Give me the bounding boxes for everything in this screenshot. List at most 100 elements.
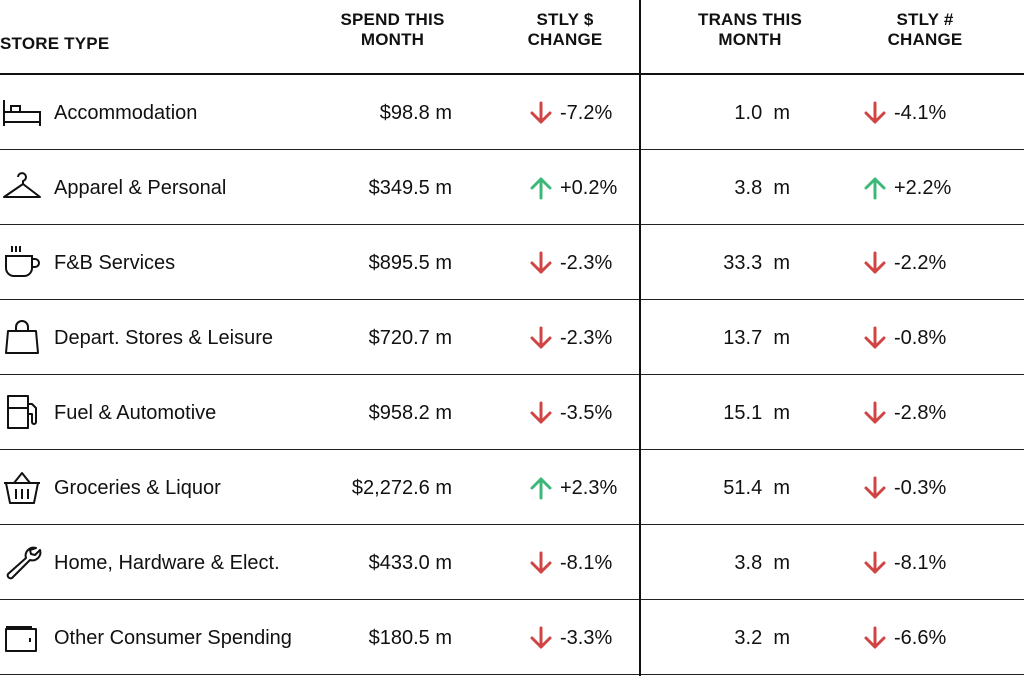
header-trans-this-month: TRANS THIS MONTH (698, 10, 802, 49)
bed-icon (2, 94, 42, 130)
wallet-icon (2, 619, 42, 655)
arrow-down-icon (862, 326, 894, 349)
arrow-down-icon (862, 101, 894, 124)
arrow-down-icon (528, 401, 560, 424)
stly-dollar-value: -7.2% (560, 102, 613, 124)
store-type-label: Fuel & Automotive (54, 402, 217, 424)
trans-value: 3.2 m (734, 627, 790, 649)
spend-value: $180.5 m (368, 627, 452, 649)
row-divider (0, 449, 1024, 450)
store-type-label: Depart. Stores & Leisure (54, 327, 273, 349)
stly-dollar-value: -3.5% (560, 402, 613, 424)
arrow-up-icon (528, 477, 560, 500)
arrow-down-icon (528, 551, 560, 574)
spend-value: $349.5 m (368, 177, 452, 199)
shopping-bag-icon (2, 319, 42, 355)
trans-value: 3.8 m (734, 552, 790, 574)
table-row: Home, Hardware & Elect. $433.0 m -8.1% 3.8 … (0, 525, 1024, 600)
stly-dollar-value: -8.1% (560, 552, 613, 574)
stly-count-change: -0.3% (862, 475, 946, 501)
arrow-up-icon (862, 177, 894, 200)
row-divider (0, 674, 1024, 675)
row-divider (0, 524, 1024, 525)
stly-count-value: -8.1% (894, 552, 947, 574)
stly-count-value: +2.2% (894, 177, 952, 199)
stly-dollar-change: -2.3% (528, 325, 612, 351)
trans-value: 3.8 m (734, 177, 790, 199)
stly-dollar-change: +0.2% (528, 175, 617, 201)
row-divider (0, 374, 1024, 375)
table-row: Accommodation $98.8 m -7.2% 1.0 m -4.1% (0, 75, 1024, 150)
stly-dollar-change: +2.3% (528, 475, 617, 501)
store-type-label: Accommodation (54, 102, 198, 124)
spend-value: $433.0 m (368, 552, 452, 574)
arrow-down-icon (528, 101, 560, 124)
stly-dollar-change: -3.5% (528, 400, 612, 426)
arrow-down-icon (862, 251, 894, 274)
spend-value: $958.2 m (368, 402, 452, 424)
stly-count-change: -2.2% (862, 250, 946, 276)
arrow-down-icon (862, 626, 894, 649)
stly-count-value: -0.8% (894, 327, 947, 349)
store-type-label: Groceries & Liquor (54, 477, 221, 499)
stly-dollar-value: -2.3% (560, 252, 613, 274)
stly-count-change: -6.6% (862, 625, 946, 651)
stly-dollar-change: -8.1% (528, 550, 612, 576)
arrow-up-icon (528, 177, 560, 200)
table-header: STORE TYPE SPEND THIS MONTH STLY $ CHANGE … (0, 0, 1024, 74)
arrow-down-icon (528, 326, 560, 349)
trans-value: 33.3 m (723, 252, 790, 274)
stly-dollar-value: -2.3% (560, 327, 613, 349)
arrow-down-icon (528, 251, 560, 274)
header-divider (0, 73, 1024, 75)
header-stly-count-change: STLY # CHANGE (887, 10, 963, 49)
row-divider (0, 599, 1024, 600)
table-row: Apparel & Personal $349.5 m +0.2% 3.8 m +2.2… (0, 150, 1024, 225)
header-stly-dollar-change: STLY $ CHANGE (527, 10, 603, 49)
trans-value: 51.4 m (723, 477, 790, 499)
stly-count-value: -2.2% (894, 252, 947, 274)
spend-value: $98.8 m (379, 102, 452, 124)
table-row: Other Consumer Spending $180.5 m -3.3% 3.2 … (0, 600, 1024, 675)
arrow-down-icon (862, 551, 894, 574)
stly-dollar-change: -2.3% (528, 250, 612, 276)
column-divider (639, 0, 641, 676)
stly-dollar-change: -3.3% (528, 625, 612, 651)
spend-value: $2,272.6 m (351, 477, 452, 499)
arrow-down-icon (528, 626, 560, 649)
row-divider (0, 149, 1024, 150)
header-store-type: STORE TYPE (0, 34, 110, 53)
store-type-label: F&B Services (54, 252, 176, 274)
table-row: F&B Services $895.5 m -2.3% 33.3 m -2.2% (0, 225, 1024, 300)
arrow-down-icon (862, 401, 894, 424)
row-divider (0, 224, 1024, 225)
header-spend-this-month: SPEND THIS MONTH (340, 10, 445, 49)
stly-count-value: -2.8% (894, 402, 947, 424)
trans-value: 1.0 m (734, 102, 790, 124)
trans-value: 13.7 m (723, 327, 790, 349)
stly-count-value: -6.6% (894, 627, 947, 649)
table-row: Depart. Stores & Leisure $720.7 m -2.3% 13.… (0, 300, 1024, 375)
stly-dollar-value: +2.3% (560, 477, 618, 499)
spend-value: $720.7 m (368, 327, 452, 349)
stly-count-change: -4.1% (862, 100, 946, 126)
coffee-cup-icon (2, 244, 42, 280)
stly-count-value: -0.3% (894, 477, 947, 499)
store-type-label: Apparel & Personal (54, 177, 227, 199)
hanger-icon (2, 169, 42, 205)
row-divider (0, 299, 1024, 300)
trans-value: 15.1 m (723, 402, 790, 424)
stly-count-value: -4.1% (894, 102, 947, 124)
fuel-pump-icon (2, 394, 42, 430)
stly-count-change: -8.1% (862, 550, 946, 576)
store-type-label: Other Consumer Spending (54, 627, 292, 649)
wrench-icon (2, 544, 42, 580)
stly-dollar-change: -7.2% (528, 100, 612, 126)
stly-count-change: -0.8% (862, 325, 946, 351)
arrow-down-icon (862, 476, 894, 499)
stly-dollar-value: +0.2% (560, 177, 618, 199)
stly-count-change: -2.8% (862, 400, 946, 426)
store-type-label: Home, Hardware & Elect. (54, 552, 280, 574)
spend-value: $895.5 m (368, 252, 452, 274)
